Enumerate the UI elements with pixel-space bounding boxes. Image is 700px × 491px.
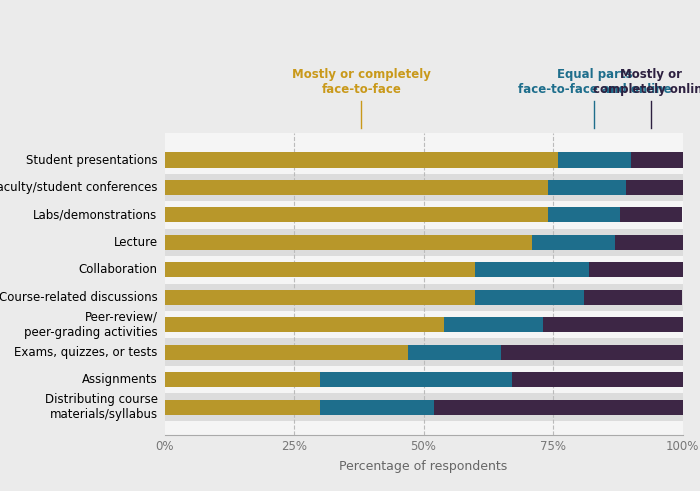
Bar <box>164 153 558 167</box>
Bar <box>164 393 682 421</box>
Bar <box>542 317 682 332</box>
Bar <box>320 372 512 387</box>
Bar <box>164 146 682 174</box>
Bar <box>626 180 682 195</box>
Bar <box>164 235 532 250</box>
Bar <box>164 317 444 332</box>
Bar <box>434 400 682 414</box>
Bar <box>444 317 542 332</box>
Bar <box>584 290 682 305</box>
Bar <box>164 174 682 201</box>
Bar <box>501 345 682 360</box>
Bar <box>631 153 682 167</box>
Bar <box>615 235 682 250</box>
Text: Mostly or
completely online: Mostly or completely online <box>593 68 700 96</box>
Bar <box>548 180 626 195</box>
Bar <box>164 290 475 305</box>
Bar <box>164 366 682 393</box>
Bar <box>408 345 501 360</box>
Bar <box>164 372 320 387</box>
Bar <box>164 338 682 366</box>
Bar <box>320 400 434 414</box>
Text: Mostly or completely
face-to-face: Mostly or completely face-to-face <box>292 68 430 96</box>
Bar <box>475 262 589 277</box>
Bar <box>164 284 682 311</box>
X-axis label: Percentage of respondents: Percentage of respondents <box>340 460 508 473</box>
Bar <box>164 311 682 338</box>
Bar <box>558 153 631 167</box>
Bar <box>164 180 548 195</box>
Bar <box>548 207 620 222</box>
Bar <box>164 201 682 229</box>
Bar <box>620 207 682 222</box>
Bar <box>589 262 682 277</box>
Bar <box>164 256 682 284</box>
Bar <box>164 207 548 222</box>
Bar <box>164 345 408 360</box>
Bar <box>475 290 584 305</box>
Bar <box>512 372 682 387</box>
Bar <box>164 229 682 256</box>
Bar <box>164 400 320 414</box>
Text: Equal parts
face-to-face and online: Equal parts face-to-face and online <box>517 68 671 96</box>
Bar <box>164 262 475 277</box>
Bar <box>532 235 615 250</box>
